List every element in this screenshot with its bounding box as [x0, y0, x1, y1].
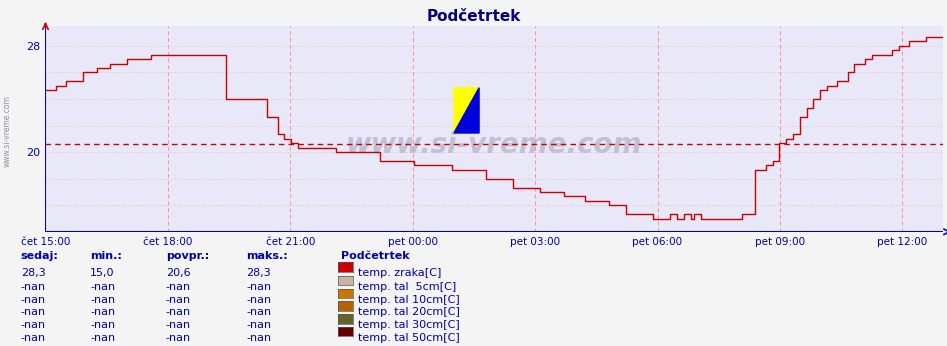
Text: -nan: -nan	[246, 320, 272, 330]
Text: temp. zraka[C]: temp. zraka[C]	[358, 268, 441, 278]
Text: -nan: -nan	[166, 333, 191, 343]
Text: -nan: -nan	[90, 320, 116, 330]
Text: -nan: -nan	[21, 295, 46, 305]
Text: -nan: -nan	[90, 333, 116, 343]
Text: temp. tal 30cm[C]: temp. tal 30cm[C]	[358, 320, 459, 330]
Text: -nan: -nan	[21, 320, 46, 330]
Text: min.:: min.:	[90, 251, 122, 261]
Text: 28,3: 28,3	[21, 268, 45, 278]
Text: -nan: -nan	[166, 295, 191, 305]
Text: -nan: -nan	[21, 333, 46, 343]
Text: temp. tal  5cm[C]: temp. tal 5cm[C]	[358, 282, 456, 292]
Text: www.si-vreme.com: www.si-vreme.com	[346, 131, 643, 160]
Text: temp. tal 50cm[C]: temp. tal 50cm[C]	[358, 333, 459, 343]
Text: Podčetrtek: Podčetrtek	[341, 251, 409, 261]
Text: -nan: -nan	[90, 307, 116, 317]
Text: www.si-vreme.com: www.si-vreme.com	[3, 95, 12, 167]
Text: -nan: -nan	[166, 307, 191, 317]
Text: -nan: -nan	[21, 282, 46, 292]
Text: 15,0: 15,0	[90, 268, 115, 278]
Text: sedaj:: sedaj:	[21, 251, 59, 261]
Polygon shape	[454, 88, 479, 133]
Text: povpr.:: povpr.:	[166, 251, 209, 261]
Text: -nan: -nan	[246, 295, 272, 305]
Text: -nan: -nan	[246, 307, 272, 317]
Text: -nan: -nan	[166, 320, 191, 330]
Text: -nan: -nan	[166, 282, 191, 292]
Text: -nan: -nan	[90, 282, 116, 292]
Text: temp. tal 20cm[C]: temp. tal 20cm[C]	[358, 307, 460, 317]
Text: 20,6: 20,6	[166, 268, 190, 278]
Text: temp. tal 10cm[C]: temp. tal 10cm[C]	[358, 295, 459, 305]
Text: -nan: -nan	[90, 295, 116, 305]
Text: 28,3: 28,3	[246, 268, 271, 278]
Text: maks.:: maks.:	[246, 251, 288, 261]
Polygon shape	[454, 88, 479, 133]
Text: -nan: -nan	[21, 307, 46, 317]
Text: -nan: -nan	[246, 333, 272, 343]
Text: Podčetrtek: Podčetrtek	[426, 9, 521, 24]
Text: -nan: -nan	[246, 282, 272, 292]
